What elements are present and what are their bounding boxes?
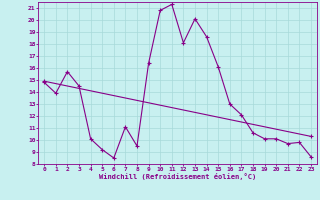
X-axis label: Windchill (Refroidissement éolien,°C): Windchill (Refroidissement éolien,°C): [99, 173, 256, 180]
